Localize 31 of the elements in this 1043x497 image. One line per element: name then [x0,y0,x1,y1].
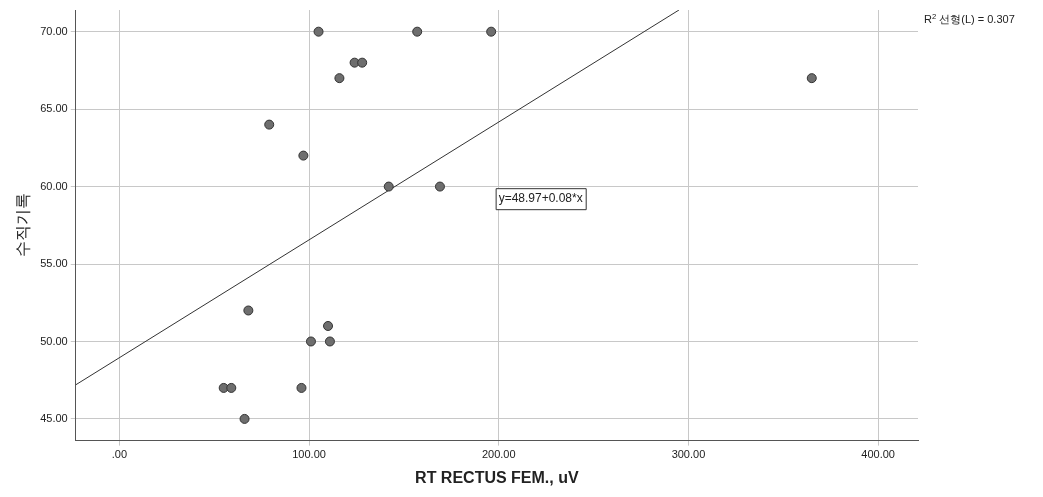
y-tick-label: 60.00 [40,179,68,192]
x-tick-label: 400.00 [861,448,895,461]
point [243,305,254,316]
x-tick-label: 100.00 [292,448,326,461]
point [264,119,275,130]
y-tick-label: 45.00 [40,411,68,424]
point [806,73,817,84]
y-axis-title: 수직기록 [14,193,32,258]
point [239,413,250,424]
x-tick-label: 300.00 [671,448,706,461]
point [298,150,309,161]
point [296,382,307,393]
point [334,73,345,84]
point [313,26,324,37]
annotation: y=48.97+0.08*x [498,191,583,206]
point [323,320,334,331]
point [383,181,394,192]
point [486,26,497,37]
y-tick-label: 55.00 [40,257,68,270]
point [357,57,368,68]
y-tick-label: 50.00 [40,334,68,347]
point [412,26,423,37]
point [324,336,335,347]
x-tick-label: .00 [111,448,128,461]
y-tick-label: 65.00 [40,102,68,115]
point [305,336,316,347]
point [226,382,237,393]
point [434,181,445,192]
x-tick-label: 200.00 [481,448,516,461]
y-tick-label: 70.00 [40,24,68,37]
x-axis-title: RT RECTUS FEM., uV [415,468,579,486]
